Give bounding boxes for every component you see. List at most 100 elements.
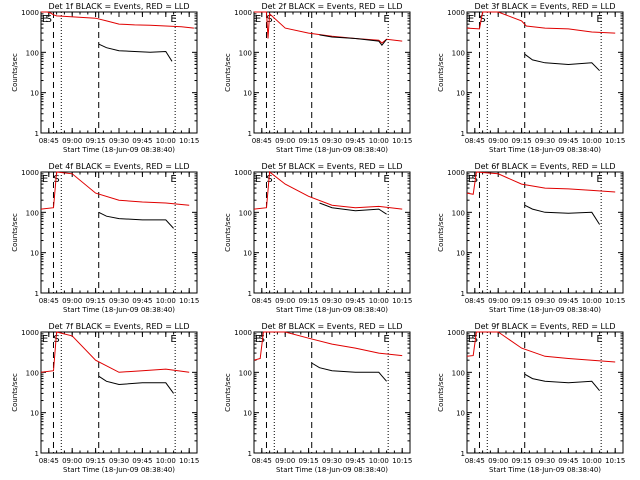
series-lld-line (466, 11, 616, 34)
y-tick-label: 1 (35, 450, 39, 458)
chart-panel-2: Det 2f BLACK = Events, RED = LLD 1 10 100 10… (224, 2, 412, 154)
y-tick-label: 10 (243, 250, 252, 258)
series-lld-line (466, 171, 616, 195)
y-tick-label: 10 (456, 90, 465, 98)
x-tick-label: 09:15 (299, 297, 319, 305)
x-tick-label: 09:30 (109, 457, 129, 465)
chart-title: Det 4f BLACK = Events, RED = LLD (48, 162, 189, 171)
x-tick-label: 08:45 (465, 137, 485, 145)
series-lld-line (41, 11, 194, 29)
y-tick-label: 1000 (21, 9, 39, 17)
plot-frame (253, 171, 411, 294)
x-tick-label: 09:00 (275, 137, 295, 145)
edge-marker: E (468, 334, 474, 345)
x-axis-label: Start Time (18-Jun-09 08:38:40) (276, 306, 388, 314)
y-tick-label: 10 (456, 250, 465, 258)
x-tick-label: 09:30 (322, 457, 342, 465)
x-tick-label: 08:45 (39, 457, 59, 465)
series-events-line (319, 202, 387, 215)
series-lld-line (253, 331, 403, 361)
plot-frame (40, 11, 198, 134)
end-marker: E (383, 174, 389, 185)
x-tick-label: 09:00 (62, 137, 82, 145)
x-tick-label: 09:15 (299, 457, 319, 465)
chart-title: Det 9f BLACK = Events, RED = LLD (474, 322, 615, 331)
start-marker: S (266, 174, 272, 185)
chart-panel-6: Det 6f BLACK = Events, RED = LLD 1 10 100 10… (437, 162, 625, 314)
y-tick-label: 1 (461, 450, 465, 458)
x-tick-label: 09:45 (558, 457, 578, 465)
y-tick-label: 1 (35, 290, 39, 298)
series-events-line (311, 362, 387, 382)
y-tick-label: 1000 (447, 169, 465, 177)
series-lld-line (40, 331, 190, 373)
x-axis-label: Start Time (18-Jun-09 08:38:40) (276, 146, 388, 154)
y-tick-label: 1 (461, 290, 465, 298)
x-tick-label: 10:15 (605, 457, 625, 465)
x-tick-label: 10:15 (392, 297, 412, 305)
x-axis-label: Start Time (18-Jun-09 08:38:40) (489, 466, 601, 474)
edge-marker: E (255, 334, 261, 345)
x-tick-label: 10:15 (605, 137, 625, 145)
series-events-line (98, 375, 175, 394)
series-events-line (98, 43, 173, 62)
x-tick-label: 09:00 (62, 297, 82, 305)
chart-panel-1: Det 1f BLACK = Events, RED = LLD 1 10 100 10… (11, 2, 199, 154)
chart-panel-3: Det 3f BLACK = Events, RED = LLD 1 10 100 10… (437, 2, 625, 154)
x-axis-label: Start Time (18-Jun-09 08:38:40) (63, 306, 175, 314)
y-axis-label: Counts/sec (437, 53, 445, 92)
y-tick-label: 1000 (447, 329, 465, 337)
plot-frame (253, 11, 411, 134)
edge-marker: E (42, 174, 48, 185)
end-marker: E (596, 14, 602, 25)
end-marker: E (383, 14, 389, 25)
y-tick-label: 100 (452, 369, 465, 377)
x-tick-label: 08:45 (252, 137, 272, 145)
y-tick-label: 1000 (21, 169, 39, 177)
y-tick-label: 10 (456, 410, 465, 418)
plot-frame (466, 331, 624, 454)
start-marker: S (53, 174, 59, 185)
x-tick-label: 09:30 (535, 137, 555, 145)
edge-marker: E (468, 174, 474, 185)
edge-marker: E (468, 14, 474, 25)
plot-frame (253, 331, 411, 454)
x-tick-label: 10:00 (582, 457, 602, 465)
y-tick-label: 100 (26, 369, 39, 377)
chart-title: Det 6f BLACK = Events, RED = LLD (474, 162, 615, 171)
x-tick-label: 09:30 (535, 457, 555, 465)
x-tick-label: 08:45 (39, 137, 59, 145)
x-tick-label: 10:00 (156, 297, 176, 305)
end-marker: E (596, 174, 602, 185)
series-events-line (524, 373, 600, 392)
start-marker: S (46, 14, 52, 25)
chart-title: Det 2f BLACK = Events, RED = LLD (261, 2, 402, 11)
x-tick-label: 09:45 (132, 297, 152, 305)
x-tick-label: 10:15 (605, 297, 625, 305)
y-axis-label: Counts/sec (437, 213, 445, 252)
chart-title: Det 3f BLACK = Events, RED = LLD (474, 2, 615, 11)
x-axis-label: Start Time (18-Jun-09 08:38:40) (489, 306, 601, 314)
plot-frame (40, 331, 198, 454)
x-tick-label: 08:45 (252, 297, 272, 305)
x-tick-label: 09:30 (109, 297, 129, 305)
end-marker: E (383, 334, 389, 345)
x-tick-label: 09:00 (488, 297, 508, 305)
start-marker: S (479, 14, 485, 25)
y-tick-label: 100 (26, 49, 39, 57)
y-tick-label: 1000 (21, 329, 39, 337)
start-marker: S (472, 334, 478, 345)
y-tick-label: 100 (452, 49, 465, 57)
y-tick-label: 1 (35, 130, 39, 138)
y-tick-label: 10 (30, 90, 39, 98)
x-tick-label: 09:00 (488, 457, 508, 465)
chart-panel-9: Det 9f BLACK = Events, RED = LLD 1 10 100 10… (437, 322, 625, 474)
series-lld-line (40, 171, 190, 210)
plot-frame (466, 11, 624, 134)
x-tick-label: 09:45 (345, 297, 365, 305)
start-marker: S (472, 174, 478, 185)
end-marker: E (170, 14, 176, 25)
x-tick-label: 10:15 (179, 457, 199, 465)
y-tick-label: 100 (239, 209, 252, 217)
end-marker: E (170, 334, 176, 345)
